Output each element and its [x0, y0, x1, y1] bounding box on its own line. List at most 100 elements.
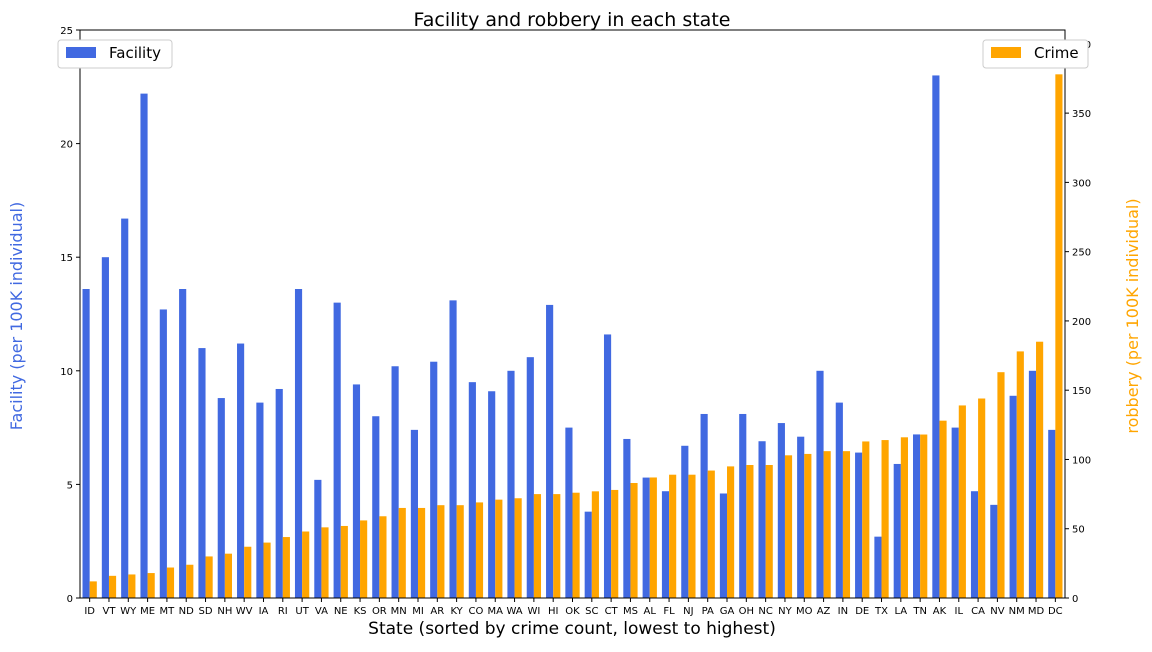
facility-bar-NJ — [681, 445, 689, 598]
facility-bar-NE — [333, 302, 341, 598]
y-right-tick-label: 350 — [1072, 109, 1091, 120]
crime-bar-NM — [1016, 351, 1024, 598]
facility-bar-WV — [237, 343, 245, 598]
facility-bar-MT — [159, 309, 167, 598]
legend-facility-label: Facility — [109, 44, 161, 62]
facility-bar-SD — [198, 348, 206, 598]
chart-title: Facility and robbery in each state — [414, 9, 731, 31]
x-tick-label: NY — [778, 606, 792, 617]
y-left-tick-label: 20 — [60, 140, 73, 151]
x-tick-label: TX — [874, 606, 888, 617]
crime-bar-ID — [89, 581, 97, 598]
y-right-tick-label: 150 — [1072, 386, 1091, 397]
x-tick-label: WV — [236, 606, 253, 617]
facility-bar-AL — [642, 477, 650, 598]
x-tick-label: OH — [739, 606, 754, 617]
crime-bar-TX — [881, 440, 889, 598]
crime-bar-MT — [166, 567, 175, 598]
x-tick-label: NC — [758, 606, 772, 617]
crime-bar-WV — [244, 546, 252, 598]
facility-bar-OR — [372, 416, 380, 598]
facility-bar-OH — [739, 413, 747, 598]
axes-layer: ID VT WY ME MT ND SD NH WV IA RI UT VA NE KS OR MN MI AR KY… — [60, 26, 1091, 617]
facility-bar-MI — [410, 429, 418, 598]
crime-bar-KY — [456, 505, 464, 598]
x-tick-label: MS — [623, 606, 638, 617]
facility-bar-VT — [101, 257, 109, 598]
facility-bar-MA — [488, 391, 496, 598]
x-tick-label: PA — [702, 606, 714, 617]
crime-bar-WY — [128, 574, 136, 598]
y-right-tick-label: 0 — [1072, 594, 1078, 605]
x-tick-label: NM — [1009, 606, 1025, 617]
x-tick-label: MO — [796, 606, 813, 617]
facility-bar-CA — [970, 491, 979, 598]
x-tick-label: WI — [527, 606, 540, 617]
y-axis-label-right: robbery (per 100K individual) — [1123, 198, 1142, 433]
facility-bar-NV — [990, 504, 998, 598]
x-tick-label: CA — [971, 606, 985, 617]
facility-bar-NY — [777, 423, 785, 598]
y-right-tick-label: 100 — [1072, 455, 1091, 466]
x-tick-label: SD — [199, 606, 213, 617]
crime-bar-TN — [920, 434, 928, 598]
crime-bar-IA — [263, 542, 271, 598]
crime-bar-NE — [340, 525, 348, 598]
crime-bar-VT — [108, 575, 117, 598]
y-left-tick-label: 25 — [60, 26, 73, 37]
crime-bar-NC — [765, 465, 773, 598]
facility-bar-UT — [294, 289, 303, 598]
crime-bar-CT — [611, 489, 619, 598]
facility-bar-WA — [507, 370, 515, 598]
x-tick-label: NH — [217, 606, 232, 617]
facility-bar-ME — [140, 93, 148, 599]
x-tick-label: NE — [334, 606, 348, 617]
crime-bar-MI — [417, 507, 426, 598]
facility-bar-PA — [700, 413, 708, 598]
y-right-tick-label: 250 — [1072, 248, 1091, 259]
facility-bar-TX — [874, 536, 882, 598]
y-right-tick-label: 50 — [1072, 525, 1085, 536]
facility-bar-AR — [430, 361, 438, 598]
x-tick-label: NJ — [683, 606, 693, 617]
facility-bar-DE — [855, 452, 863, 598]
crime-bar-PA — [707, 470, 715, 598]
x-tick-label: ND — [179, 606, 194, 617]
x-tick-label: IA — [259, 606, 269, 617]
crime-bar-WI — [533, 494, 542, 598]
x-tick-label: RI — [278, 606, 288, 617]
legend-crime-swatch — [991, 47, 1021, 58]
facility-bar-TN — [913, 434, 921, 598]
plot-frame — [79, 29, 1066, 599]
x-tick-label: OK — [565, 606, 580, 617]
facility-bar-MO — [797, 436, 805, 598]
crime-bar-MA — [495, 499, 503, 598]
x-tick-label: KS — [354, 606, 367, 617]
y-left-tick-label: 15 — [60, 253, 73, 264]
crime-bar-NH — [224, 553, 232, 598]
x-tick-label: GA — [720, 606, 735, 617]
facility-bar-CT — [603, 334, 612, 598]
crime-bar-LA — [900, 437, 908, 598]
y-left-tick-label: 5 — [67, 480, 73, 491]
facility-bar-RI — [275, 388, 283, 598]
facility-bar-IA — [256, 402, 264, 598]
facility-bar-OK — [565, 427, 573, 598]
x-tick-label: WY — [120, 606, 137, 617]
crime-bar-NY — [784, 455, 793, 598]
x-tick-label: HI — [548, 606, 558, 617]
facility-bar-KY — [449, 300, 457, 598]
facility-bar-NC — [758, 441, 766, 598]
y-left-tick-label: 10 — [60, 367, 73, 378]
facility-bar-MS — [623, 438, 631, 598]
crime-bar-DC — [1055, 74, 1063, 598]
x-tick-label: DE — [855, 606, 869, 617]
crime-bar-AK — [939, 420, 947, 598]
crime-bar-VA — [321, 527, 329, 598]
x-tick-label: MN — [391, 606, 407, 617]
crime-bar-MN — [398, 507, 406, 598]
crime-bar-ND — [186, 564, 194, 598]
crime-bar-OH — [746, 465, 754, 598]
x-tick-label: MA — [488, 606, 504, 617]
crime-bar-SD — [205, 556, 213, 598]
